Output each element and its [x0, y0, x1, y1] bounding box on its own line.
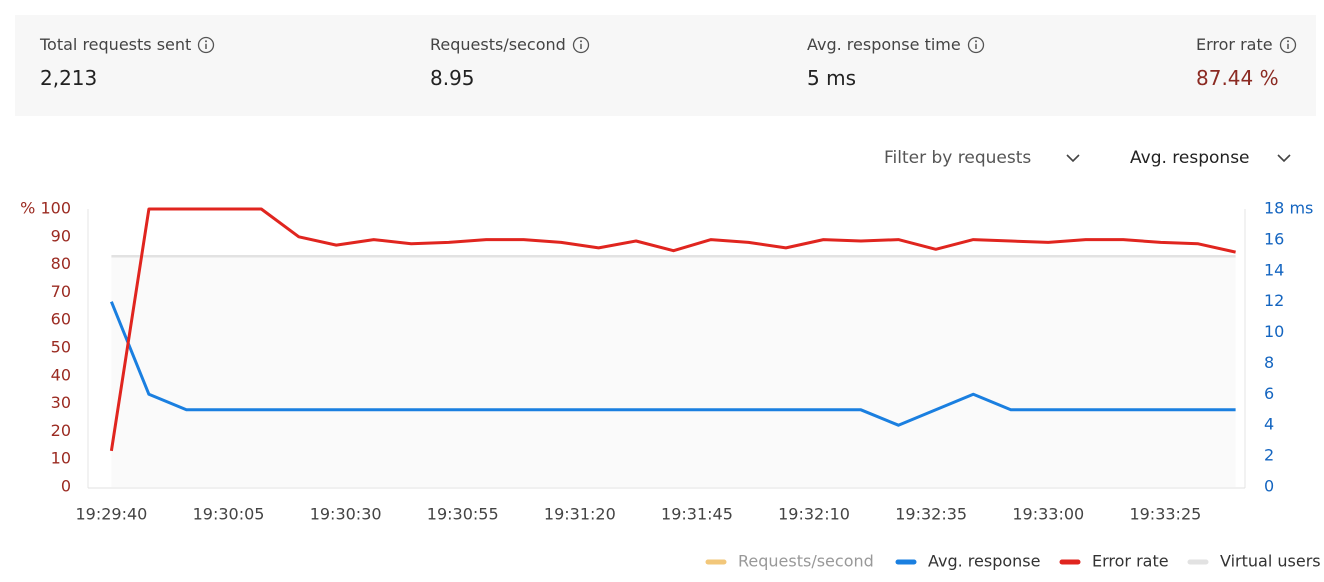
dropdown-text: Avg. response	[1130, 148, 1250, 168]
stat: Error rate 87.44 %	[1196, 35, 1297, 90]
y-tick-label: 20	[51, 421, 71, 440]
stat-value: 8.95	[430, 66, 475, 90]
metric-dropdown[interactable]: Avg. response	[1130, 148, 1292, 168]
y-tick-label: 70	[51, 282, 71, 301]
info-icon[interactable]	[572, 36, 590, 54]
y2-tick-label: 10	[1264, 322, 1284, 341]
stat-value: 87.44 %	[1196, 66, 1279, 90]
stat-label: Total requests sent	[40, 35, 215, 54]
y-tick-label: 60	[51, 310, 71, 329]
y2-tick-label: 2	[1264, 446, 1274, 465]
y-tick-label: 40	[51, 365, 71, 384]
y-tick-label: 30	[51, 393, 71, 412]
x-tick-label: 19:31:45	[661, 505, 733, 524]
legend-label[interactable]: Virtual users	[1220, 552, 1321, 571]
label-text: Total requests sent	[40, 35, 192, 54]
legend-label[interactable]: Error rate	[1092, 552, 1169, 571]
info-icon[interactable]	[967, 36, 985, 54]
stat-value: 5 ms	[807, 66, 856, 90]
series-area	[111, 256, 1236, 487]
stat: Requests/second 8.95	[430, 35, 590, 90]
y2-tick-label: 4	[1264, 415, 1274, 434]
x-tick-label: 19:33:00	[1012, 505, 1084, 524]
info-icon[interactable]	[197, 36, 215, 54]
x-tick-label: 19:32:35	[895, 505, 967, 524]
chevron	[1276, 154, 1291, 163]
stat: Total requests sent 2,213	[40, 35, 215, 90]
y2-tick-label: 6	[1264, 384, 1274, 403]
y2-tick-label: 18 ms	[1264, 199, 1313, 218]
y-tick-label: 90	[51, 226, 71, 245]
x-tick-label: 19:30:05	[193, 505, 265, 524]
label-text: Error rate	[1196, 35, 1273, 54]
y-tick-label: 80	[51, 254, 71, 273]
label-text: Avg. response time	[807, 35, 961, 54]
chevron	[1066, 154, 1080, 163]
y2-tick-label: 0	[1264, 477, 1274, 496]
y2-tick-label: 16	[1264, 229, 1284, 248]
y-tick-label: 50	[51, 338, 71, 357]
stat-label: Requests/second	[430, 35, 590, 54]
label-text: Requests/second	[430, 35, 566, 54]
y2-tick-label: 12	[1264, 291, 1284, 310]
stat: Avg. response time 5 ms	[807, 35, 985, 90]
x-tick-label: 19:33:25	[1129, 505, 1201, 524]
x-tick-label: 19:30:30	[310, 505, 382, 524]
x-tick-label: 19:31:20	[544, 505, 616, 524]
series-line	[110, 301, 1236, 427]
series-line	[109, 207, 1236, 452]
y2-tick-label: 14	[1264, 260, 1284, 279]
y2-tick-label: 8	[1264, 353, 1274, 372]
y-tick-label: 0	[61, 477, 71, 496]
x-tick-label: 19:30:55	[427, 505, 499, 524]
legend-label[interactable]: Avg. response	[928, 552, 1040, 571]
y-tick-label: 10	[51, 449, 71, 468]
y-tick-label: % 100	[20, 199, 71, 218]
stat-value: 2,213	[40, 66, 98, 90]
stat-label: Error rate	[1196, 35, 1297, 54]
x-tick-label: 19:32:10	[778, 505, 850, 524]
legend-label[interactable]: Requests/second	[738, 552, 874, 571]
filter-dropdown[interactable]: Filter by requests	[884, 148, 1081, 168]
stats-panel: Total requests sent 2,213 Requests/secon…	[15, 15, 1316, 116]
x-tick-label: 19:29:40	[75, 505, 147, 524]
info-icon[interactable]	[1279, 36, 1297, 54]
dropdown-text: Filter by requests	[884, 148, 1032, 168]
stat-label: Avg. response time	[807, 35, 985, 54]
